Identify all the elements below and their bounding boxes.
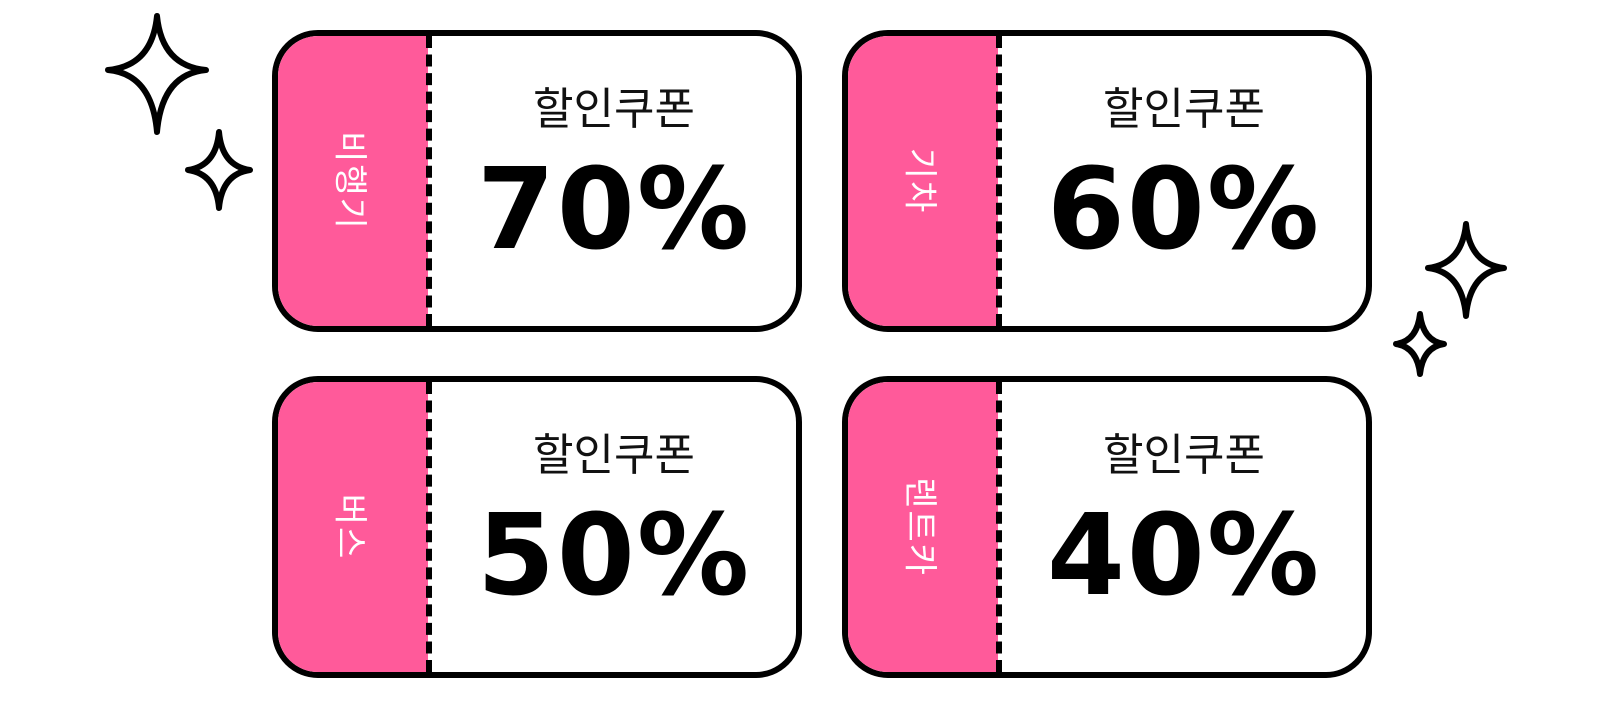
perforation-line [426, 36, 432, 326]
coupon-stub [278, 382, 428, 672]
coupon-discount: 50% [476, 491, 752, 621]
coupon-body: 할인쿠폰 40% [1002, 382, 1366, 672]
coupon-category: 기차 [899, 147, 940, 215]
coupon-discount: 60% [1046, 145, 1322, 275]
coupon-body: 할인쿠폰 60% [1002, 36, 1366, 326]
coupon-label: 할인쿠폰 [533, 430, 695, 481]
perforation-line [996, 382, 1002, 672]
perforation-line [426, 382, 432, 672]
coupon-label: 할인쿠폰 [1103, 430, 1265, 481]
coupon-category: 버스 [329, 493, 370, 561]
coupon-train[interactable]: 기차 할인쿠폰 60% [842, 30, 1372, 332]
coupon-stub [278, 36, 428, 326]
coupon-airplane[interactable]: 비행기 할인쿠폰 70% [272, 30, 802, 332]
coupon-category: 렌트카 [899, 477, 940, 577]
coupon-bus[interactable]: 버스 할인쿠폰 50% [272, 376, 802, 678]
coupon-category: 비행기 [329, 131, 370, 231]
sparkle-icon [184, 128, 254, 212]
coupon-rentcar[interactable]: 렌트카 할인쿠폰 40% [842, 376, 1372, 678]
sparkle-icon [1424, 220, 1508, 320]
sparkle-icon [1392, 310, 1448, 378]
coupon-label: 할인쿠폰 [533, 84, 695, 135]
coupon-body: 할인쿠폰 50% [432, 382, 796, 672]
sparkle-icon [104, 12, 210, 136]
coupon-discount: 70% [476, 145, 752, 275]
coupon-stub [848, 36, 998, 326]
coupon-stub [848, 382, 998, 672]
coupon-label: 할인쿠폰 [1103, 84, 1265, 135]
coupon-body: 할인쿠폰 70% [432, 36, 796, 326]
perforation-line [996, 36, 1002, 326]
coupon-discount: 40% [1046, 491, 1322, 621]
